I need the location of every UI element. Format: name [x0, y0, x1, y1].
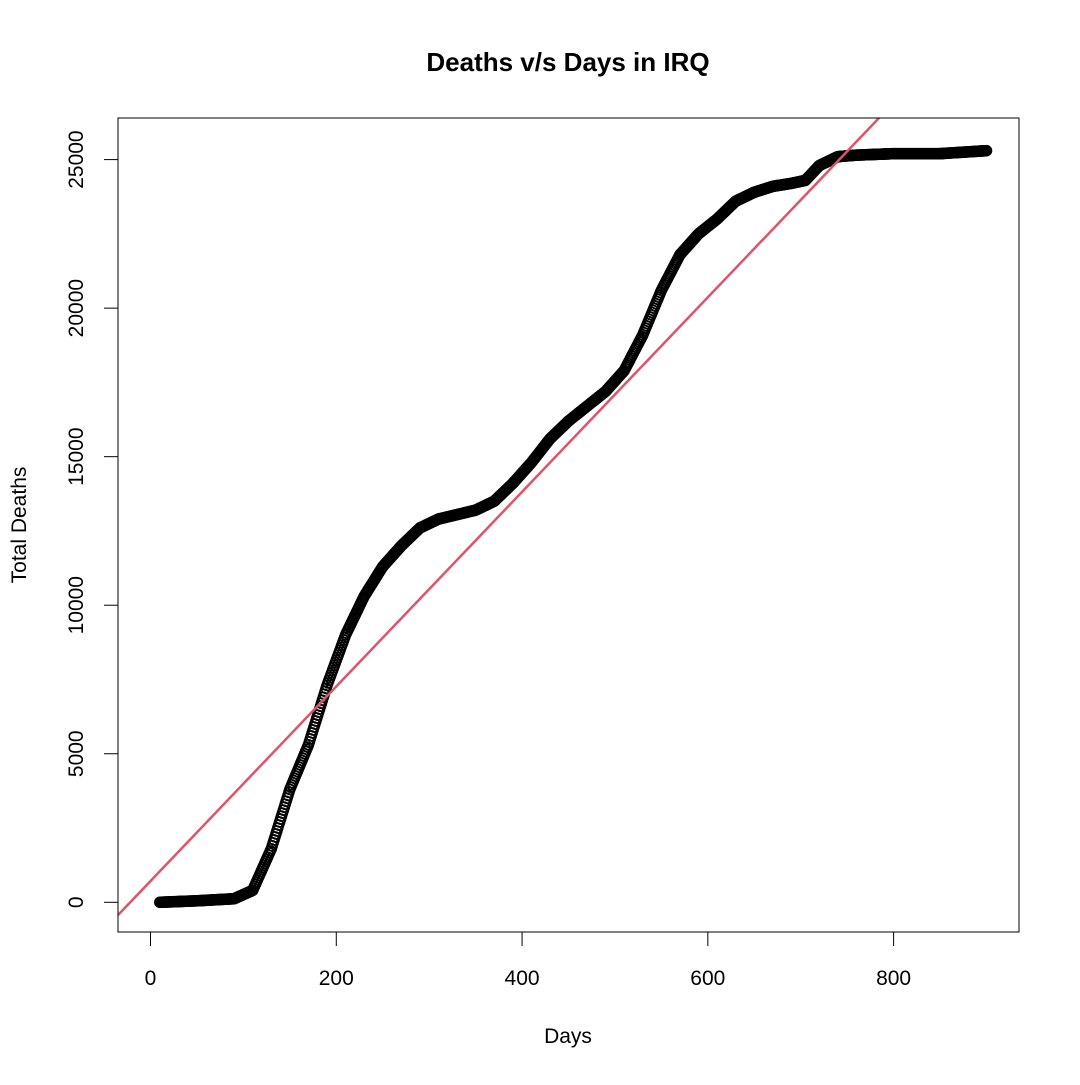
y-tick-label: 10000	[65, 576, 88, 634]
y-tick-label: 20000	[65, 279, 88, 337]
x-tick-label: 600	[690, 967, 725, 990]
y-tick-label: 15000	[65, 427, 88, 485]
regression-line	[118, 118, 881, 916]
x-axis-label: Days	[544, 1025, 592, 1048]
x-tick-label: 400	[505, 967, 540, 990]
data-points	[154, 144, 993, 909]
y-axis: 0 5000 10000 15000 20000 25000	[65, 130, 119, 908]
y-axis-label: Total Deaths	[8, 467, 31, 584]
x-tick-label: 200	[319, 967, 354, 990]
y-tick-label: 25000	[65, 130, 88, 188]
x-tick-label: 0	[145, 967, 157, 990]
data-point	[980, 144, 993, 157]
x-tick-label: 800	[876, 967, 911, 990]
x-axis: 0 200 400 600 800	[145, 931, 911, 990]
regression-line-layer	[118, 118, 881, 916]
y-tick-label: 5000	[65, 730, 88, 777]
y-tick-label: 0	[65, 896, 88, 908]
chart-title: Deaths v/s Days in IRQ	[426, 47, 709, 77]
